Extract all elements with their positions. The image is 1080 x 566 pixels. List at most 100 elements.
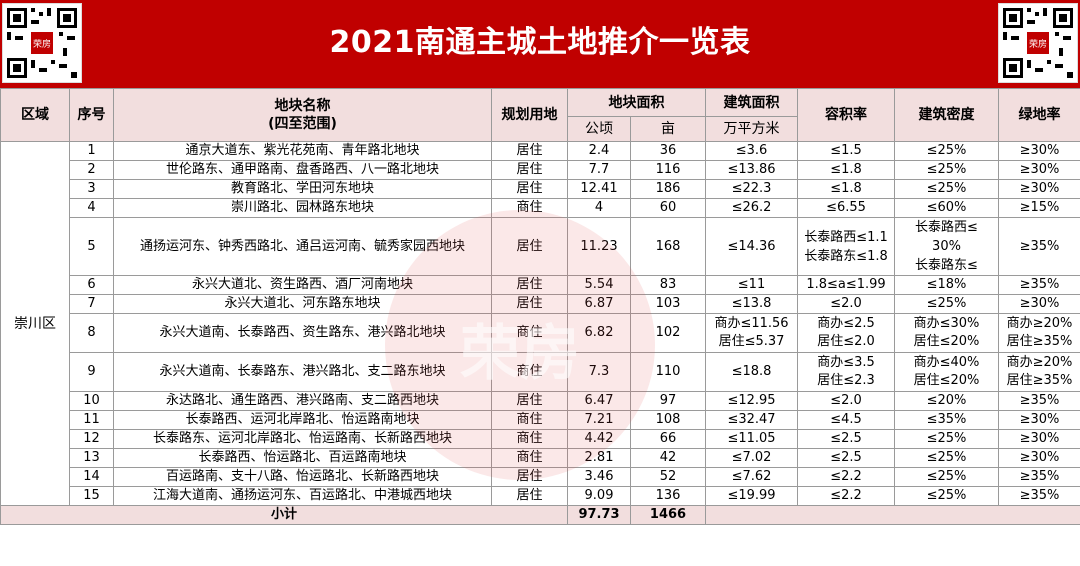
table-row: 15 江海大道南、通扬运河东、百运路北、中港城西地块 居住 9.09 136 ≤…	[1, 486, 1080, 506]
table-row: 崇川区 1 通京大道东、紫光花苑南、青年路北地块 居住 2.4 36 ≤3.6 …	[0, 141, 1080, 506]
header-name: 地块名称 (四至范围)	[113, 88, 492, 142]
cell-seq: 5	[69, 217, 114, 276]
cell-green: ≥30%	[998, 179, 1080, 199]
cell-density: 商办≤30% 居住≤20%	[894, 313, 999, 353]
cell-far: 1.8≤a≤1.99	[797, 275, 895, 295]
cell-mu: 60	[630, 198, 706, 218]
cell-build-line2: 居住≤5.37	[718, 334, 785, 349]
cell-name: 世伦路东、通甲路南、盘香路西、八一路北地块	[113, 160, 492, 180]
header-use: 规划用地	[491, 88, 568, 142]
cell-name: 长泰路西、运河北岸路北、怡运路南地块	[113, 410, 492, 430]
page-title: 2021南通主城土地推介一览表	[329, 25, 751, 60]
cell-name: 崇川路北、园林路东地块	[113, 198, 492, 218]
cell-far: ≤2.0	[797, 391, 895, 411]
cell-seq: 7	[69, 294, 114, 314]
cell-use: 商住	[491, 313, 568, 353]
cell-ha: 7.3	[567, 352, 631, 392]
cell-far: ≤1.8	[797, 179, 895, 199]
cell-build: ≤3.6	[705, 141, 798, 161]
cell-mu: 66	[630, 429, 706, 449]
cell-use: 商住	[491, 448, 568, 468]
cell-green: ≥30%	[998, 410, 1080, 430]
cell-mu: 83	[630, 275, 706, 295]
cell-ha: 2.4	[567, 141, 631, 161]
cell-density-line2: 居住≤20%	[913, 373, 980, 388]
cell-mu: 186	[630, 179, 706, 199]
cell-far: ≤1.8	[797, 160, 895, 180]
cell-build: ≤22.3	[705, 179, 798, 199]
table-row: 3 教育路北、学田河东地块 居住 12.41 186 ≤22.3 ≤1.8 ≤2…	[1, 179, 1080, 199]
cell-use: 居住	[491, 179, 568, 199]
land-table: 区域 序号 地块名称 (四至范围) 规划用地 地块面积 建筑面积 容积率 建筑密…	[0, 88, 1080, 525]
cell-build: ≤32.47	[705, 410, 798, 430]
cell-far: ≤2.2	[797, 467, 895, 487]
cell-mu: 103	[630, 294, 706, 314]
cell-seq: 10	[69, 391, 114, 411]
total-row: 小计 97.73 1466	[0, 505, 1080, 525]
cell-green: 商办≥20% 居住≥35%	[998, 352, 1080, 392]
cell-seq: 9	[69, 352, 114, 392]
total-empty	[705, 505, 1080, 525]
cell-seq: 13	[69, 448, 114, 468]
table-row: 7 永兴大道北、河东路东地块 居住 6.87 103 ≤13.8 ≤2.0 ≤2…	[1, 294, 1080, 314]
cell-density: 长泰路西≤ 30% 长泰路东≤	[894, 217, 999, 276]
table-row: 13 长泰路西、怡运路北、百运路南地块 商住 2.81 42 ≤7.02 ≤2.…	[1, 448, 1080, 468]
table-row: 10 永达路北、通生路西、港兴路南、支二路西地块 居住 6.47 97 ≤12.…	[1, 391, 1080, 411]
cell-ha: 3.46	[567, 467, 631, 487]
header-land-area-ha: 公顷	[567, 116, 631, 142]
cell-name: 长泰路西、怡运路北、百运路南地块	[113, 448, 492, 468]
cell-ha: 2.81	[567, 448, 631, 468]
cell-build: ≤14.36	[705, 217, 798, 276]
cell-far-line2: 居住≤2.3	[817, 373, 875, 388]
cell-seq: 4	[69, 198, 114, 218]
header-seq: 序号	[69, 88, 114, 142]
cell-density-line1: 商办≤40%	[913, 355, 980, 370]
cell-green: ≥35%	[998, 486, 1080, 506]
cell-green: ≥30%	[998, 141, 1080, 161]
cell-density: ≤25%	[894, 486, 999, 506]
cell-name: 永达路北、通生路西、港兴路南、支二路西地块	[113, 391, 492, 411]
cell-build: ≤26.2	[705, 198, 798, 218]
cell-density: ≤60%	[894, 198, 999, 218]
cell-density: ≤25%	[894, 141, 999, 161]
cell-green: 商办≥20% 居住≥35%	[998, 313, 1080, 353]
cell-green: ≥35%	[998, 275, 1080, 295]
cell-name: 永兴大道南、长泰路东、港兴路北、支二路东地块	[113, 352, 492, 392]
table-row: 4 崇川路北、园林路东地块 商住 4 60 ≤26.2 ≤6.55 ≤60% ≥…	[1, 198, 1080, 218]
cell-ha: 6.47	[567, 391, 631, 411]
cell-use: 商住	[491, 198, 568, 218]
table-row: 5 通扬运河东、钟秀西路北、通吕运河南、毓秀家园西地块 居住 11.23 168…	[1, 217, 1080, 276]
table-row: 14 百运路南、支十八路、怡运路北、长新路西地块 居住 3.46 52 ≤7.6…	[1, 467, 1080, 487]
cell-mu: 36	[630, 141, 706, 161]
cell-density-line1: 长泰路西≤	[915, 220, 978, 235]
table-row: 11 长泰路西、运河北岸路北、怡运路南地块 商住 7.21 108 ≤32.47…	[1, 410, 1080, 430]
total-ha: 97.73	[567, 505, 631, 525]
cell-use: 居住	[491, 275, 568, 295]
cell-ha: 11.23	[567, 217, 631, 276]
cell-seq: 12	[69, 429, 114, 449]
total-mu: 1466	[630, 505, 706, 525]
cell-use: 居住	[491, 486, 568, 506]
header-density: 建筑密度	[894, 88, 999, 142]
cell-far-line2: 居住≤2.0	[817, 334, 875, 349]
cell-use: 居住	[491, 391, 568, 411]
cell-green-line1: 商办≥20%	[1006, 316, 1073, 331]
cell-name: 教育路北、学田河东地块	[113, 179, 492, 199]
cell-far-line1: 商办≤2.5	[817, 316, 875, 331]
cell-density-line2: 居住≤20%	[913, 334, 980, 349]
cell-name: 永兴大道北、资生路西、酒厂河南地块	[113, 275, 492, 295]
qr-code-icon: 荣房	[999, 4, 1077, 82]
cell-use: 商住	[491, 352, 568, 392]
cell-seq: 14	[69, 467, 114, 487]
cell-name: 长泰路东、运河北岸路北、怡运路南、长新路西地块	[113, 429, 492, 449]
table-row: 6 永兴大道北、资生路西、酒厂河南地块 居住 5.54 83 ≤11 1.8≤a…	[1, 275, 1080, 295]
cell-seq: 1	[69, 141, 114, 161]
cell-use: 居住	[491, 160, 568, 180]
cell-density: ≤25%	[894, 179, 999, 199]
table-row: 9 永兴大道南、长泰路东、港兴路北、支二路东地块 商住 7.3 110 ≤18.…	[1, 352, 1080, 392]
cell-density: 商办≤40% 居住≤20%	[894, 352, 999, 392]
cell-seq: 2	[69, 160, 114, 180]
cell-build: ≤18.8	[705, 352, 798, 392]
qr-code-icon: 荣房	[3, 4, 81, 82]
cell-green: ≥30%	[998, 448, 1080, 468]
